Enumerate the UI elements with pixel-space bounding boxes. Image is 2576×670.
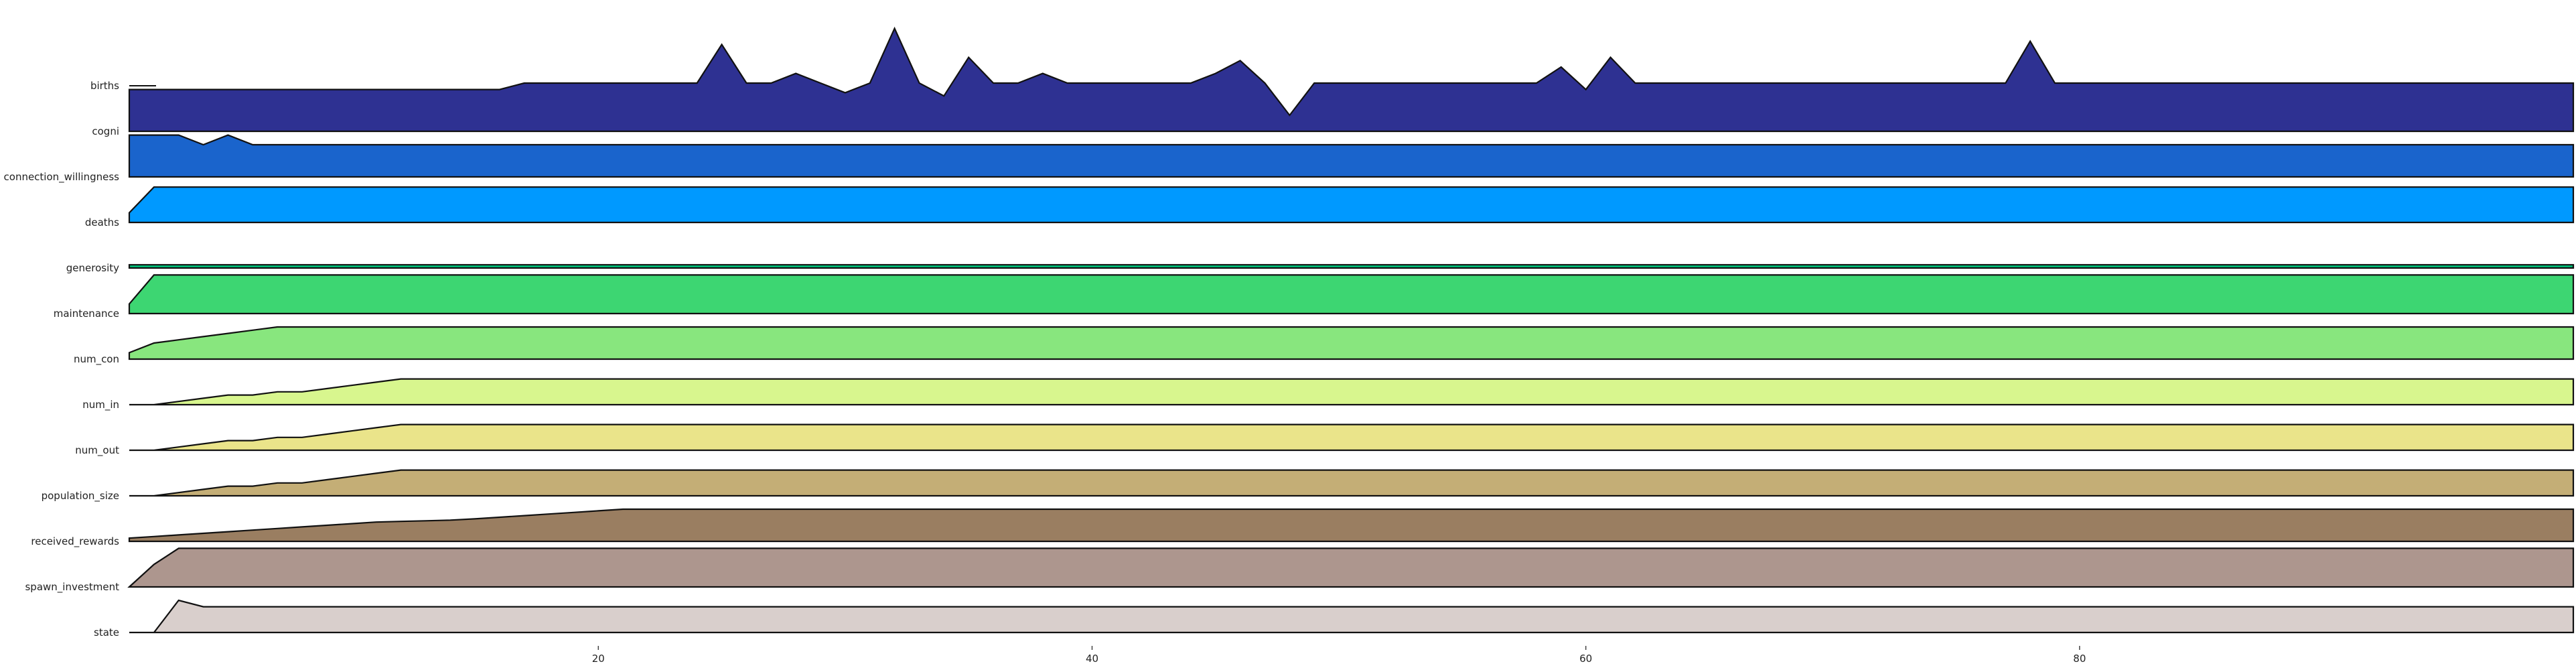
ridge-connection-willingness [128, 186, 2575, 224]
ridge-layer [127, 26, 2575, 634]
ridge-population-size [128, 508, 2575, 543]
x-tick-label: 20 [592, 653, 605, 665]
x-axis: 20 40 60 80 [592, 646, 2086, 665]
ridge-num-out [129, 469, 2575, 497]
row-label-connection-willingness: connection_willingness [4, 171, 120, 184]
row-label-population-size: population_size [42, 490, 119, 503]
row-label-deaths: deaths [85, 216, 119, 228]
row-label-maintenance: maintenance [54, 308, 119, 320]
x-tick-label: 80 [2073, 653, 2086, 665]
row-label-state: state [94, 626, 119, 639]
row-label-num-con: num_con [74, 353, 119, 366]
row-label-received-rewards: received_rewards [31, 535, 119, 548]
row-label-num-out: num_out [75, 444, 119, 457]
ridge-births [128, 26, 2575, 133]
ridge-spawn-investment [129, 599, 2575, 634]
x-tick-label: 60 [1579, 653, 1592, 665]
ridge-maintenance [128, 326, 2575, 360]
ridge-deaths [128, 264, 2575, 269]
row-label-spawn-investment: spawn_investment [25, 581, 119, 594]
ridge-num-in [129, 423, 2575, 452]
row-label-cogni: cogni [92, 125, 119, 137]
row-label-num-in: num_in [82, 399, 119, 411]
ridge-received-rewards [127, 547, 2575, 588]
row-label-generosity: generosity [66, 262, 119, 274]
ridge-cogni [128, 134, 2575, 178]
ridge-num-con [129, 378, 2575, 406]
x-tick-label: 40 [1086, 653, 1098, 665]
ridge-generosity [128, 274, 2575, 315]
row-label-births: births [90, 80, 119, 92]
